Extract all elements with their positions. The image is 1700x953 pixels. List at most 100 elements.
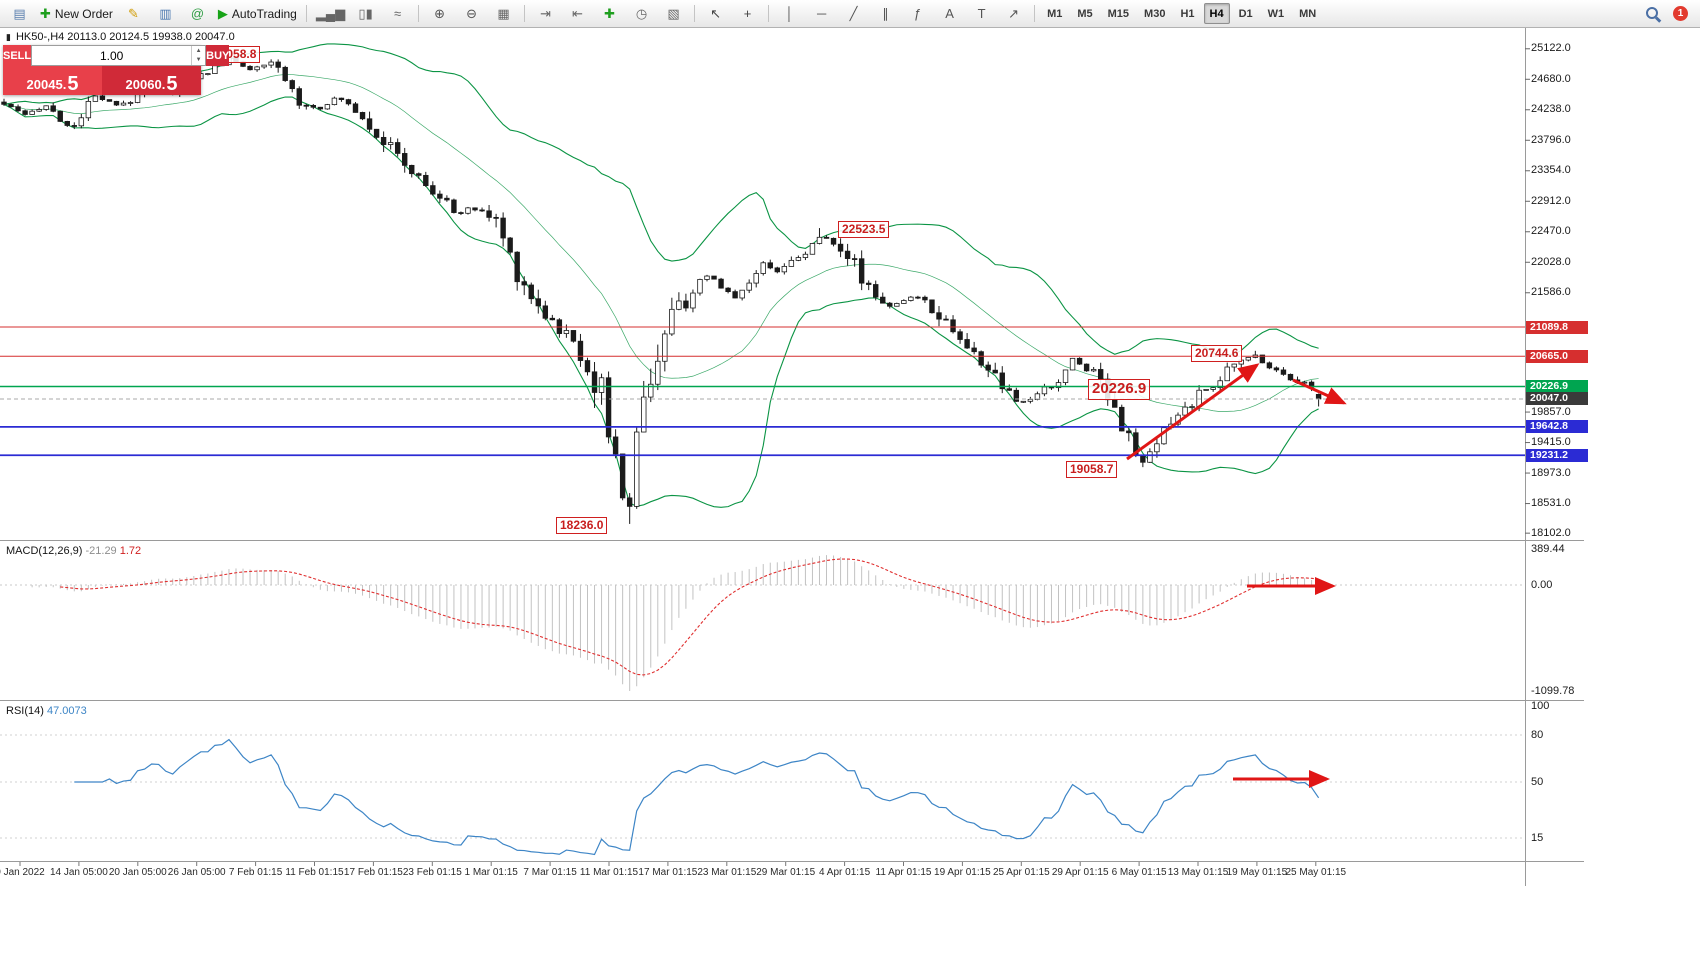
- time-label: 4 Apr 01:15: [819, 867, 871, 878]
- price-badge: 20226.9: [1526, 380, 1588, 394]
- market-watch-button[interactable]: ▥: [150, 2, 181, 26]
- channel-icon: ∥: [882, 6, 889, 21]
- price-badge: 21089.8: [1526, 320, 1588, 334]
- timeframe-w1[interactable]: W1: [1267, 7, 1285, 20]
- crosshair-button[interactable]: +: [732, 2, 763, 26]
- buy-button[interactable]: BUY: [206, 45, 230, 66]
- price-annotation[interactable]: 19058.7: [1066, 461, 1118, 478]
- buy-price[interactable]: 20060. 5: [102, 66, 201, 95]
- bar-chart-button[interactable]: ▂▄▆: [312, 2, 349, 26]
- price-annotation[interactable]: 20744.6: [1191, 345, 1243, 362]
- indicators-button[interactable]: ✚: [594, 2, 625, 26]
- price-tick: 22028.0: [1531, 255, 1571, 268]
- price-tick: 18531.0: [1531, 497, 1571, 510]
- time-label: 0 Jan 2022: [0, 867, 45, 878]
- zoom-in-button[interactable]: ⊕: [424, 2, 455, 26]
- metaeditor-button[interactable]: ✎: [118, 2, 149, 26]
- trendline-button[interactable]: ╱: [838, 2, 869, 26]
- indicator-axis-label: 50: [1531, 775, 1544, 788]
- chart-shift-button[interactable]: ⇤: [562, 2, 593, 26]
- macd-value-1: -21.29: [85, 545, 117, 557]
- sell-price-main: 20045.: [26, 77, 67, 92]
- rsi-name: RSI(14): [6, 705, 44, 717]
- tile-windows-button[interactable]: ▦: [488, 2, 519, 26]
- buy-price-main: 20060.: [125, 77, 166, 92]
- toolbar-separator: [524, 5, 526, 22]
- price-tick: 25122.0: [1531, 42, 1571, 55]
- one-click-prices-row: 20045. 5 20060. 5: [3, 66, 201, 95]
- time-label: 14 Jan 05:00: [49, 867, 108, 878]
- fibonacci-button[interactable]: ƒ: [902, 2, 933, 26]
- templates-icon: ▧: [667, 6, 680, 21]
- zoom-out-button[interactable]: ⊖: [456, 2, 487, 26]
- volume-spinner[interactable]: ▲ ▼: [191, 46, 205, 65]
- timeframe-m30[interactable]: M30: [1144, 7, 1166, 20]
- candlestick-chart-button[interactable]: ▯▮: [350, 2, 381, 26]
- price-badge: 20665.0: [1526, 349, 1588, 363]
- sell-price-pip: 5: [67, 73, 79, 95]
- period-button[interactable]: ◷: [626, 2, 657, 26]
- time-label: 11 Feb 01:15: [285, 867, 344, 878]
- time-label: 17 Mar 01:15: [638, 867, 698, 878]
- price-annotation[interactable]: 18236.0: [556, 517, 608, 534]
- auto-scroll-button[interactable]: ⇥: [530, 2, 561, 26]
- tile-windows-icon: ▦: [497, 6, 510, 21]
- rsi-panel: [74, 738, 1320, 856]
- indicator-axis-label: 80: [1531, 728, 1544, 741]
- timeframe-m5[interactable]: M5: [1077, 7, 1093, 20]
- timeframe-h1[interactable]: H1: [1180, 7, 1195, 20]
- price-tick: 18973.0: [1531, 466, 1571, 479]
- price-annotation[interactable]: 20226.9: [1088, 379, 1151, 400]
- search-icon[interactable]: [1645, 6, 1661, 22]
- toolbar-separator: [1034, 5, 1036, 22]
- horizontal-line-button[interactable]: ─: [806, 2, 837, 26]
- symbol-ohlc: ▮ HK50-,H4 20113.0 20124.5 19938.0 20047…: [6, 31, 235, 43]
- timeframe-m15[interactable]: M15: [1107, 7, 1130, 20]
- cursor-button[interactable]: ↖: [700, 2, 731, 26]
- price-annotation[interactable]: 22523.5: [838, 221, 890, 238]
- timeframe-m1[interactable]: M1: [1047, 7, 1063, 20]
- label-button[interactable]: T: [966, 2, 997, 26]
- price-tick: 24680.0: [1531, 72, 1571, 85]
- spinner-down-icon[interactable]: ▼: [195, 57, 202, 64]
- indicator-axis-label: 100: [1531, 699, 1550, 712]
- line-chart-button[interactable]: ≈: [382, 2, 413, 26]
- time-label: 29 Apr 01:15: [1051, 867, 1109, 878]
- sell-button[interactable]: SELL: [3, 45, 32, 66]
- time-label: 13 May 01:15: [1167, 867, 1229, 878]
- one-click-trading-panel: SELL ▲ ▼ BUY 20045.5 20060.5: [3, 45, 230, 95]
- timeframe-d1[interactable]: D1: [1238, 7, 1253, 20]
- templates-button[interactable]: ▧: [658, 2, 689, 26]
- price-tick: 21586.0: [1531, 286, 1571, 299]
- trend-arrow[interactable]: [1126, 363, 1260, 461]
- vertical-line-icon: │: [785, 6, 794, 21]
- experts-button[interactable]: @: [182, 2, 213, 26]
- timeframe-h4[interactable]: H4: [1203, 3, 1230, 24]
- price-levels[interactable]: [0, 326, 1525, 457]
- new-chart-button[interactable]: ▤: [4, 2, 35, 26]
- time-label: 25 Apr 01:15: [992, 867, 1050, 878]
- timeframe-mn[interactable]: MN: [1299, 7, 1317, 20]
- channel-button[interactable]: ∥: [870, 2, 901, 26]
- text-button[interactable]: A: [934, 2, 965, 26]
- price-tick: 23796.0: [1531, 133, 1571, 146]
- price-tick: 19857.0: [1531, 405, 1571, 418]
- chart-shift-icon: ⇤: [572, 6, 584, 21]
- time-label: 19 May 01:15: [1226, 867, 1288, 878]
- arrows-tool-button[interactable]: ↗: [998, 2, 1029, 26]
- notification-badge[interactable]: 1: [1673, 6, 1688, 21]
- time-label: 23 Mar 01:15: [697, 867, 757, 878]
- spinner-up-icon[interactable]: ▲: [195, 47, 202, 54]
- new-order-button[interactable]: ✚ New Order: [36, 2, 117, 26]
- trendline-icon: ╱: [849, 6, 858, 21]
- time-label: 6 May 01:15: [1111, 867, 1167, 878]
- volume-input[interactable]: [32, 46, 192, 65]
- autotrading-button[interactable]: ▶ AutoTrading: [214, 2, 301, 26]
- time-label: 7 Feb 01:15: [228, 867, 283, 878]
- trend-arrows[interactable]: [1126, 363, 1347, 788]
- cursor-icon: ↖: [710, 6, 722, 21]
- price-tick: 18102.0: [1531, 526, 1571, 539]
- sell-price[interactable]: 20045. 5: [3, 66, 102, 95]
- vertical-line-button[interactable]: │: [774, 2, 805, 26]
- trend-arrow[interactable]: [1292, 378, 1347, 405]
